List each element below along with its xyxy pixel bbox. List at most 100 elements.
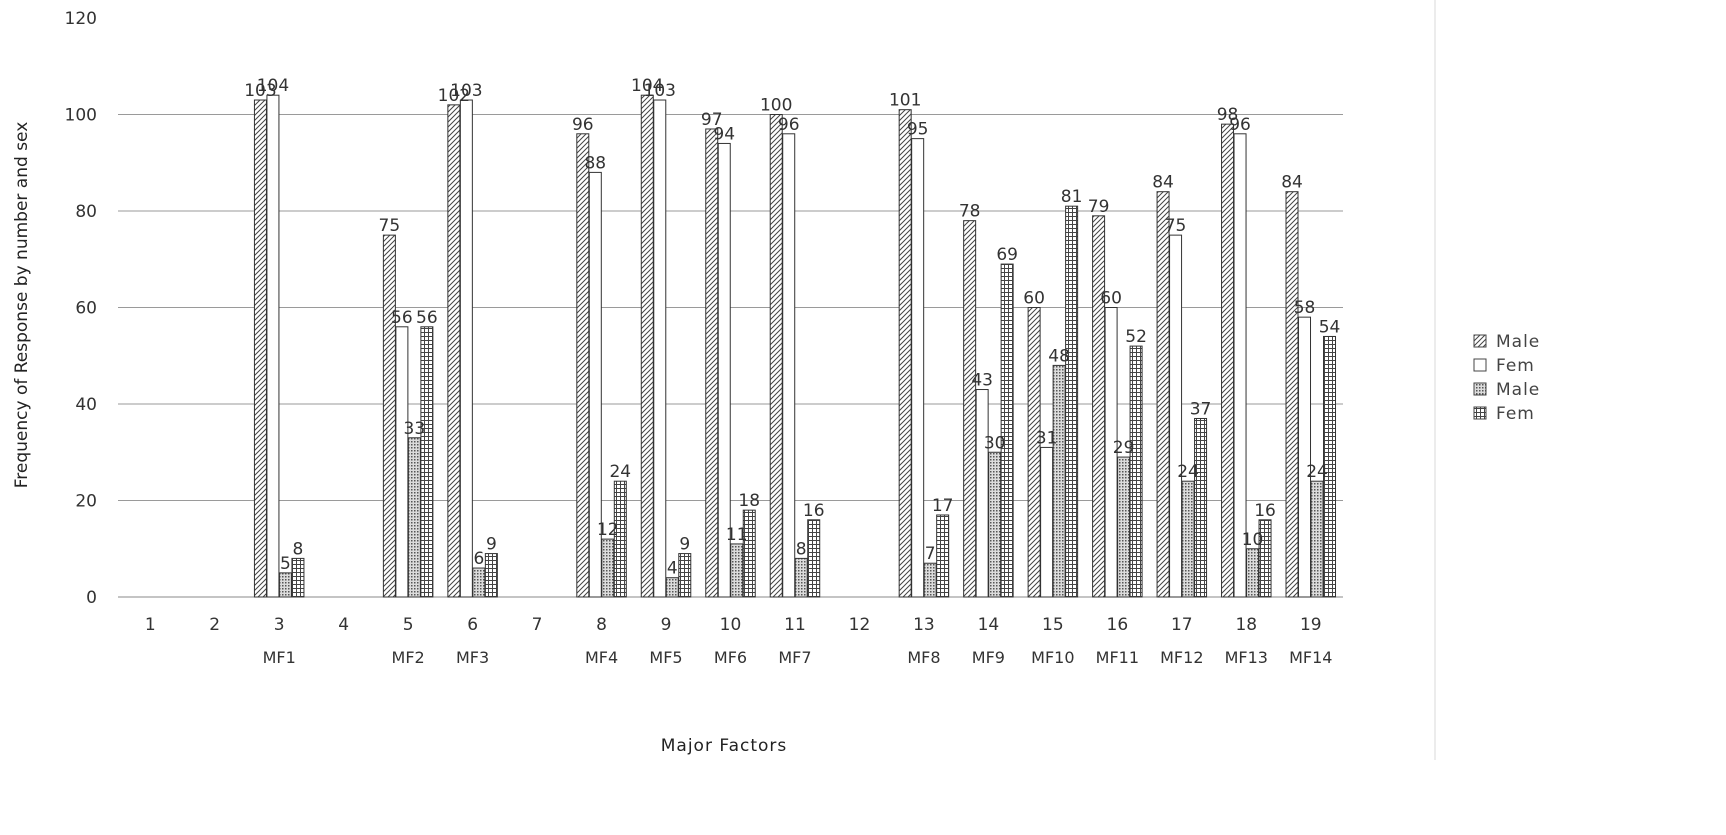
bar-male-3-18	[1246, 548, 1260, 598]
y-tick-label: 120	[65, 9, 97, 29]
data-label: 56	[391, 308, 413, 328]
bar-fem-2-9	[653, 99, 667, 598]
legend-label: Fem	[1496, 356, 1535, 376]
x-axis-title: Major Factors	[661, 736, 788, 756]
bar-fem-4-16	[1129, 345, 1143, 598]
bar-male-1-8	[576, 133, 590, 598]
bar-fem-2-18	[1233, 133, 1247, 598]
bar-male-1-16	[1092, 215, 1106, 598]
legend-swatch	[1473, 334, 1487, 348]
x-tick-sublabel: MF13	[1225, 648, 1268, 667]
legend-swatch	[1473, 406, 1487, 420]
bar-male-3-16	[1117, 456, 1131, 598]
bar-male-3-3	[278, 572, 292, 598]
bar-fem-2-3	[266, 94, 280, 598]
bar-fem-2-17	[1169, 234, 1183, 598]
data-label: 8	[796, 539, 807, 559]
x-tick-label: 4	[338, 615, 349, 635]
data-label: 48	[1048, 346, 1070, 366]
bar-male-1-18	[1221, 123, 1235, 598]
y-tick-label: 0	[86, 588, 97, 608]
bar-male-1-5	[382, 234, 396, 598]
data-label: 101	[889, 91, 921, 111]
data-label: 96	[778, 115, 800, 135]
y-tick-label: 80	[75, 202, 97, 222]
data-label: 78	[959, 202, 981, 222]
y-tick-label: 60	[75, 299, 97, 319]
legend-swatch	[1473, 358, 1487, 372]
bar-fem-4-14	[1000, 263, 1014, 598]
bar-male-1-11	[769, 114, 783, 598]
bar-male-3-11	[794, 557, 808, 598]
bar-fem-4-13	[936, 514, 950, 598]
data-label: 24	[609, 462, 631, 482]
y-axis-title: Frequency of Response by number and sex	[12, 122, 32, 489]
bar-male-3-8	[601, 538, 615, 598]
data-label: 88	[584, 153, 606, 173]
x-tick-label: 10	[720, 615, 742, 635]
x-tick-sublabel: MF2	[392, 648, 425, 667]
bar-male-1-17	[1156, 191, 1170, 598]
bar-male-1-6	[447, 104, 461, 598]
bar-male-1-13	[898, 109, 912, 598]
data-label: 11	[726, 525, 748, 545]
bar-fem-2-10	[717, 142, 731, 598]
x-tick-label: 14	[978, 615, 1000, 635]
data-label: 103	[450, 81, 482, 101]
bar-fem-2-15	[1040, 446, 1054, 598]
bar-fem-4-8	[613, 480, 627, 598]
data-label: 56	[416, 308, 438, 328]
data-labels: 1031045875563356102103699688122410410349…	[244, 76, 1340, 579]
bar-fem-2-5	[395, 326, 409, 598]
bar-male-1-9	[640, 94, 654, 598]
bar-male-3-13	[923, 562, 937, 598]
x-tick-label: 8	[596, 615, 607, 635]
data-label: 9	[679, 535, 690, 555]
bar-fem-2-8	[588, 171, 602, 598]
bar-fem-4-6	[484, 553, 498, 598]
y-tick-label: 100	[65, 106, 97, 126]
x-tick-label: 18	[1235, 615, 1257, 635]
data-label: 58	[1294, 298, 1316, 318]
bar-male-1-3	[253, 99, 267, 598]
data-label: 24	[1306, 462, 1328, 482]
x-tick-sublabel: MF1	[263, 648, 296, 667]
legend-label: Male	[1496, 380, 1540, 400]
data-label: 16	[803, 501, 825, 521]
data-label: 12	[597, 520, 619, 540]
data-label: 9	[486, 535, 497, 555]
bar-fem-2-14	[975, 389, 989, 598]
data-label: 95	[907, 120, 929, 140]
x-tick-label: 15	[1042, 615, 1064, 635]
bar-male-3-5	[407, 437, 421, 598]
x-tick-label: 16	[1107, 615, 1129, 635]
data-label: 54	[1319, 317, 1341, 337]
data-label: 60	[1100, 289, 1122, 309]
data-label: 98	[1217, 105, 1239, 125]
data-label: 104	[257, 76, 289, 96]
bar-fem-4-5	[420, 326, 434, 598]
x-tick-label: 1	[145, 615, 156, 635]
bars	[253, 94, 1337, 598]
data-label: 33	[404, 419, 426, 439]
bar-fem-4-11	[807, 519, 821, 598]
data-label: 7	[925, 544, 936, 564]
legend-label: Fem	[1496, 404, 1535, 424]
bar-fem-4-19	[1323, 335, 1337, 598]
x-tick-label: 11	[784, 615, 806, 635]
data-label: 17	[932, 496, 954, 516]
data-label: 69	[996, 245, 1018, 265]
bar-fem-4-17	[1194, 417, 1208, 598]
bar-male-1-10	[705, 128, 719, 598]
data-label: 52	[1125, 327, 1147, 347]
bar-male-3-15	[1052, 364, 1066, 598]
data-label: 104	[631, 76, 663, 96]
bar-fem-2-13	[911, 138, 925, 598]
data-label: 6	[473, 549, 484, 569]
legend-swatch	[1473, 382, 1487, 396]
data-label: 103	[244, 81, 276, 101]
y-tick-label: 20	[75, 492, 97, 512]
data-label: 79	[1088, 197, 1110, 217]
bar-male-1-19	[1285, 191, 1299, 598]
